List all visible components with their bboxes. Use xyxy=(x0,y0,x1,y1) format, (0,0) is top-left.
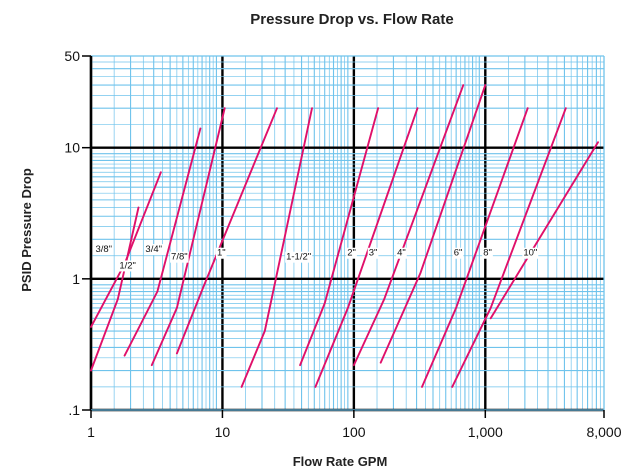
x-tick-label: 8,000 xyxy=(586,424,621,440)
y-axis-label: PSID Pressure Drop xyxy=(19,168,34,292)
chart-title: Pressure Drop vs. Flow Rate xyxy=(250,11,453,28)
y-tick-label: 10 xyxy=(64,140,80,156)
series-label-4-bg xyxy=(215,247,227,259)
series-line-2 xyxy=(123,127,202,357)
series-label-10: 8" xyxy=(483,248,492,259)
x-tick-label: 100 xyxy=(342,424,366,440)
series-label-10-bg xyxy=(482,247,493,259)
y-tick-label: 1 xyxy=(72,271,80,287)
series-label-5-bg xyxy=(285,251,313,263)
series-label-9: 6" xyxy=(454,248,463,259)
series-label-6-bg xyxy=(346,247,357,259)
series-label-0: 3/8" xyxy=(95,244,112,255)
series-label-8: 4" xyxy=(397,248,406,259)
y-tick-label: .1 xyxy=(68,402,80,418)
x-tick-label: 1 xyxy=(87,424,95,440)
series-line-9 xyxy=(379,84,487,364)
series-line-0 xyxy=(90,206,140,372)
series-line-5 xyxy=(240,107,313,388)
series-line-6 xyxy=(299,107,380,367)
y-tick-label: 50 xyxy=(64,48,80,64)
series-label-2: 3/4" xyxy=(145,244,162,255)
series-label-11-bg xyxy=(522,247,539,259)
series-line-10 xyxy=(421,107,529,388)
series-line-8 xyxy=(352,84,465,367)
series-label-11: 10" xyxy=(523,248,537,259)
series-label-9-bg xyxy=(452,247,464,259)
grid xyxy=(89,55,605,412)
extra-label-0-bg xyxy=(118,260,137,272)
tick-labels: 1 10 100 1,000 8,000 .1 1 10 50 xyxy=(64,48,621,440)
series-line-3 xyxy=(150,107,226,367)
series-label-0-bg xyxy=(94,244,114,256)
x-tick-label: 1,000 xyxy=(468,424,503,440)
series-label-2-bg xyxy=(144,244,164,256)
series-line-4 xyxy=(175,107,278,355)
series-label-4: 1" xyxy=(217,248,226,259)
series-line-11 xyxy=(451,107,567,388)
series-label-5: 1-1/2" xyxy=(286,252,311,263)
x-axis-label: Flow Rate GPM xyxy=(293,454,388,469)
extra-label-0: 1/2" xyxy=(119,260,136,271)
series-label-6: 2" xyxy=(347,248,356,259)
series-label-7: 3" xyxy=(369,248,378,259)
series-label-3: 7/8" xyxy=(171,252,188,263)
series-line-7 xyxy=(314,107,419,388)
x-tick-label: 10 xyxy=(215,424,231,440)
series-label-8-bg xyxy=(396,247,407,259)
pipe-size-labels: 3/8" 3/4" 7/8" 1" 1-1/2" 2" 3" 4" 6" 8" 10" 1/2" xyxy=(94,244,539,272)
series-line-12 xyxy=(489,141,599,320)
series-label-7-bg xyxy=(367,247,379,259)
series-label-3-bg xyxy=(170,251,189,263)
series-lines xyxy=(90,84,599,388)
